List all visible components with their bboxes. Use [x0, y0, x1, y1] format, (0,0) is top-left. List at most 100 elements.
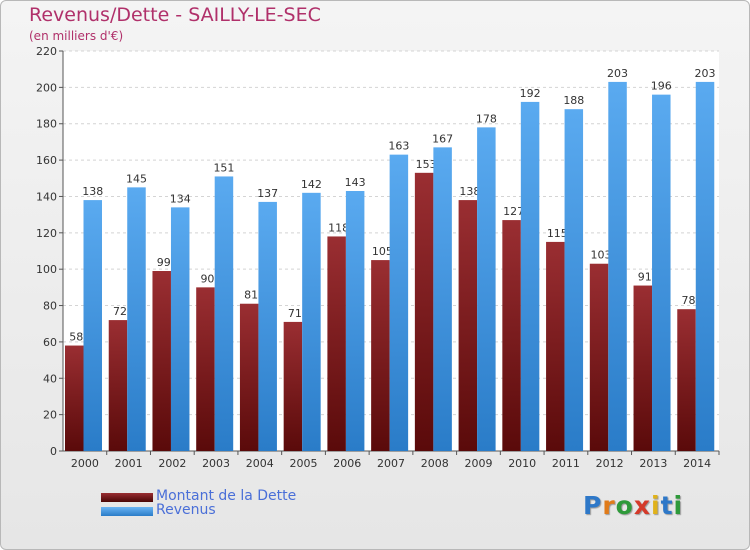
data-label-debt: 72 — [113, 305, 127, 318]
data-label-debt: 105 — [372, 245, 393, 258]
bar-debt — [633, 285, 653, 451]
y-tick-label: 160 — [36, 154, 57, 167]
data-label-debt: 58 — [69, 331, 83, 344]
bar-revenue — [170, 207, 190, 451]
legend-swatch-revenue — [101, 507, 153, 516]
data-label-revenue: 188 — [563, 94, 584, 107]
data-label-revenue: 138 — [82, 185, 103, 198]
y-tick-label: 120 — [36, 227, 57, 240]
bar-debt — [414, 172, 434, 451]
data-label-revenue: 134 — [170, 192, 191, 205]
bar-debt — [677, 309, 696, 451]
bar-revenue — [389, 154, 409, 452]
x-tick-label: 2008 — [421, 457, 449, 470]
data-label-revenue: 151 — [213, 161, 234, 174]
data-label-debt: 127 — [503, 205, 524, 218]
data-label-revenue: 167 — [432, 132, 453, 145]
data-label-revenue: 163 — [388, 140, 409, 153]
x-tick-label: 2007 — [377, 457, 405, 470]
data-label-debt: 71 — [288, 307, 302, 320]
x-tick-label: 2001 — [115, 457, 143, 470]
legend-label-debt: Montant de la Dette — [156, 488, 297, 504]
x-tick-label: 2006 — [333, 457, 361, 470]
y-tick-label: 200 — [36, 81, 57, 94]
data-label-revenue: 196 — [651, 80, 672, 93]
data-label-debt: 153 — [416, 158, 437, 171]
logo-letter: t — [660, 491, 674, 520]
data-label-revenue: 203 — [607, 67, 628, 80]
x-tick-label: 2013 — [639, 457, 667, 470]
logo-letter: r — [602, 491, 616, 520]
data-label-debt: 115 — [547, 227, 568, 240]
legend-swatch-debt — [101, 493, 153, 502]
bar-revenue — [477, 127, 496, 451]
chart-title: Revenus/Dette - SAILLY-LE-SEC — [29, 4, 321, 26]
bar-revenue — [83, 200, 102, 451]
data-label-debt: 81 — [244, 289, 258, 302]
bar-revenue — [345, 191, 365, 451]
bar-revenue — [652, 94, 671, 452]
legend-label-revenue: Revenus — [156, 502, 216, 518]
y-tick-label: 220 — [36, 45, 57, 58]
x-tick-label: 2009 — [464, 457, 492, 470]
bar-revenue — [608, 81, 627, 451]
x-tick-label: 2003 — [202, 457, 230, 470]
bar-revenue — [564, 109, 584, 451]
bar-revenue — [695, 81, 715, 451]
proxiti-logo: Proxiti — [583, 491, 693, 523]
y-tick-label: 60 — [43, 336, 57, 349]
bar-revenue — [258, 201, 277, 451]
x-tick-label: 2010 — [508, 457, 536, 470]
data-label-revenue: 192 — [520, 87, 541, 100]
data-label-revenue: 145 — [126, 172, 147, 185]
y-tick-label: 80 — [43, 300, 57, 313]
data-label-debt: 78 — [682, 294, 696, 307]
logo-letter: i — [673, 491, 684, 520]
x-tick-label: 2012 — [596, 457, 624, 470]
x-tick-label: 2002 — [158, 457, 186, 470]
bar-revenue — [520, 101, 540, 451]
logo-letter: x — [633, 491, 651, 520]
y-tick-label: 180 — [36, 118, 57, 131]
data-label-revenue: 142 — [301, 178, 322, 191]
bar-debt — [108, 320, 128, 451]
x-tick-label: 2014 — [683, 457, 711, 470]
data-label-debt: 91 — [638, 271, 652, 284]
bar-debt — [327, 236, 346, 451]
x-tick-label: 2011 — [552, 457, 580, 470]
x-tick-label: 2005 — [290, 457, 318, 470]
data-label-debt: 99 — [157, 256, 171, 269]
bar-debt — [283, 321, 303, 451]
data-label-revenue: 203 — [695, 67, 716, 80]
logo-letter: P — [583, 491, 603, 520]
y-tick-label: 40 — [43, 372, 57, 385]
bar-debt — [239, 303, 259, 451]
bar-revenue — [127, 187, 146, 451]
bar-debt — [589, 263, 609, 451]
bar-debt — [546, 241, 565, 451]
data-label-revenue: 178 — [476, 112, 497, 125]
bar-debt — [152, 271, 171, 451]
logo-letter: i — [651, 491, 661, 520]
logo-letter: o — [615, 491, 634, 520]
chart-subtitle: (en milliers d'€) — [29, 29, 124, 43]
y-tick-label: 0 — [50, 445, 57, 458]
data-label-debt: 90 — [200, 272, 214, 285]
data-label-debt: 118 — [328, 221, 349, 234]
bar-revenue — [214, 176, 234, 452]
x-tick-label: 2004 — [246, 457, 274, 470]
data-label-debt: 138 — [459, 185, 480, 198]
data-label-debt: 103 — [591, 249, 612, 262]
bar-revenue — [433, 147, 452, 451]
y-tick-label: 140 — [36, 190, 57, 203]
y-tick-label: 100 — [36, 263, 57, 276]
bar-debt — [65, 345, 84, 451]
bar-debt — [502, 220, 521, 451]
bar-debt — [196, 287, 215, 451]
data-label-revenue: 143 — [345, 176, 366, 189]
bar-debt — [371, 260, 390, 451]
y-tick-label: 20 — [43, 409, 57, 422]
data-label-revenue: 137 — [257, 187, 278, 200]
